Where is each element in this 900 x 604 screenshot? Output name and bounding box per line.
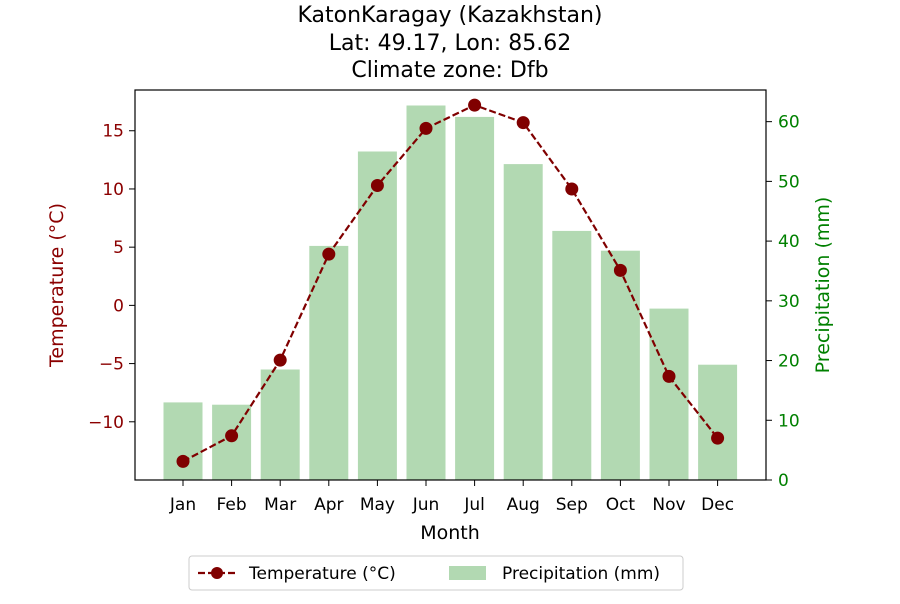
right-y-tick-label: 60: [778, 113, 800, 133]
left-y-tick-label: −10: [88, 413, 124, 433]
chart-title: KatonKaragay (Kazakhstan) Lat: 49.17, Lo…: [298, 3, 603, 83]
x-tick-label-jul: Jul: [463, 495, 485, 515]
x-tick-label-dec: Dec: [701, 495, 734, 515]
right-y-tick-label: 0: [778, 471, 789, 491]
legend-temperature-swatch-marker: [211, 567, 223, 579]
x-tick-label-feb: Feb: [217, 495, 247, 515]
precipitation-bar-aug: [503, 164, 543, 480]
chart-title-line-3: Climate zone: Dfb: [351, 58, 548, 83]
left-y-tick-label: −5: [99, 355, 124, 375]
legend: Temperature (°C) Precipitation (mm): [188, 555, 684, 591]
chart-title-line-1: KatonKaragay (Kazakhstan): [298, 3, 603, 28]
right-y-axis-label: Precipitation (mm): [812, 197, 834, 374]
x-tick-label-nov: Nov: [652, 495, 685, 515]
precipitation-bar-dec: [698, 364, 738, 480]
legend-precipitation-label: Precipitation (mm): [502, 564, 660, 584]
x-tick-label-apr: Apr: [314, 495, 343, 515]
x-tick-label-aug: Aug: [507, 495, 540, 515]
precipitation-bar-jun: [406, 105, 446, 480]
plot-frame: [134, 89, 767, 481]
temperature-point-feb: [225, 429, 239, 443]
temperature-line-layer: [176, 98, 725, 468]
temperature-point-aug: [516, 116, 530, 130]
temperature-point-jul: [468, 98, 482, 112]
temperature-point-sep: [565, 182, 579, 196]
precipitation-bar-apr: [309, 245, 349, 480]
precipitation-bar-oct: [600, 250, 640, 480]
right-y-tick-label: 50: [778, 172, 800, 192]
right-y-tick-label: 20: [778, 352, 800, 372]
x-tick-label-jan: Jan: [169, 495, 196, 515]
precipitation-bar-feb: [212, 404, 252, 480]
precipitation-bar-mar: [260, 369, 300, 480]
legend-frame: [188, 555, 684, 591]
x-axis-label: Month: [420, 522, 480, 544]
x-tick-label-mar: Mar: [264, 495, 296, 515]
left-y-axis-label: Temperature (°C): [46, 203, 68, 368]
left-y-tick-label: 0: [113, 296, 124, 316]
legend-temperature-label: Temperature (°C): [248, 564, 396, 584]
temperature-point-apr: [322, 247, 336, 261]
temperature-point-jan: [176, 454, 190, 468]
precipitation-bar-may: [357, 151, 397, 480]
x-axis: Jan Feb Mar Apr May Jun Jul Aug Sep Oct Nov Dec: [169, 480, 734, 515]
temperature-point-may: [370, 179, 384, 192]
left-y-tick-label: 5: [113, 238, 124, 258]
right-y-tick-label: 10: [778, 411, 800, 431]
right-y-tick-label: 40: [778, 232, 800, 252]
x-tick-label-jun: Jun: [412, 495, 440, 515]
temperature-point-oct: [613, 263, 627, 277]
temperature-point-dec: [711, 431, 725, 445]
chart-title-line-2: Lat: 49.17, Lon: 85.62: [329, 31, 571, 56]
left-y-axis: −10 −5 0 5 10 15: [88, 122, 135, 433]
temperature-line: [182, 103, 719, 463]
x-tick-label-sep: Sep: [556, 495, 588, 515]
temperature-point-jun: [419, 121, 433, 135]
right-y-axis: 0 10 20 30 40 50 60: [766, 113, 800, 491]
right-y-tick-label: 30: [778, 292, 800, 312]
left-y-tick-label: 15: [102, 122, 124, 142]
temperature-point-mar: [273, 353, 287, 367]
precipitation-bars: [163, 105, 738, 481]
precipitation-bar-jul: [455, 116, 495, 481]
left-y-tick-label: 10: [102, 180, 124, 200]
x-tick-label-may: May: [360, 495, 395, 515]
temperature-point-nov: [662, 369, 676, 383]
legend-precipitation-swatch: [449, 566, 486, 580]
precipitation-bar-sep: [552, 230, 592, 480]
precipitation-bar-jan: [163, 402, 203, 480]
x-tick-label-oct: Oct: [606, 495, 636, 515]
